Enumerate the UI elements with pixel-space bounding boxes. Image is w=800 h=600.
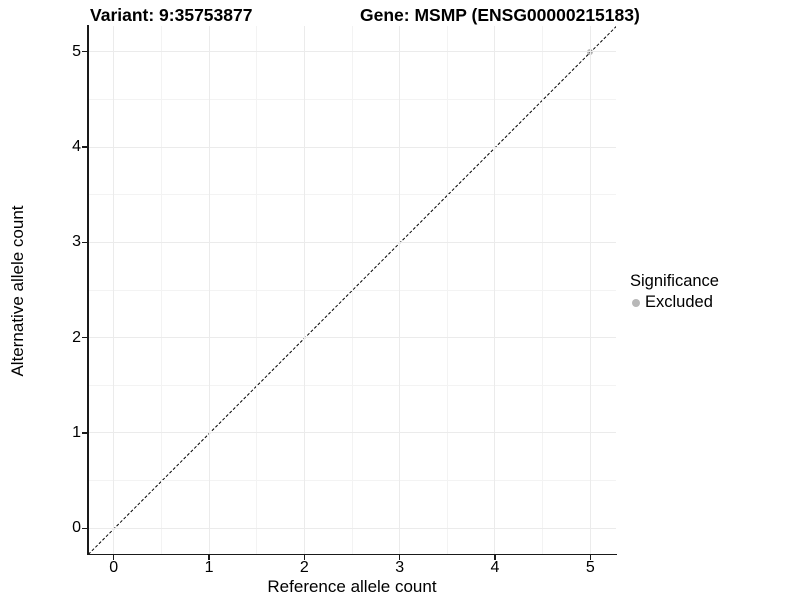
x-tick-mark: [589, 555, 592, 560]
y-tick-label: 2: [72, 328, 81, 346]
grid-major-h: [88, 241, 616, 243]
x-tick-mark: [303, 555, 306, 560]
x-tick-label: 1: [204, 559, 214, 576]
y-tick-label: 4: [72, 138, 81, 156]
x-tick-label: 4: [490, 559, 500, 576]
grid-major-v: [399, 26, 401, 554]
grid-major-h: [88, 51, 616, 53]
legend-item-label: Excluded: [645, 293, 713, 311]
grid-major-h: [88, 432, 616, 434]
legend: Significance Excluded: [630, 272, 719, 312]
y-axis-line: [87, 25, 89, 555]
plot-panel: [88, 26, 616, 554]
grid-minor-h: [88, 480, 616, 482]
x-tick-mark: [112, 555, 115, 560]
x-axis-title: Reference allele count: [267, 577, 437, 596]
x-tick-mark: [494, 555, 496, 560]
grid-minor-h: [88, 98, 616, 100]
y-tick-label: 1: [72, 423, 81, 441]
legend-item-excluded: Excluded: [630, 293, 719, 312]
x-tick-label: 3: [395, 559, 405, 576]
grid-minor-h: [88, 289, 616, 291]
legend-title: Significance: [630, 272, 719, 290]
y-tick-label: 3: [72, 233, 81, 251]
y-tick-label: 0: [72, 519, 81, 537]
y-tick-mark: [82, 432, 87, 434]
y-tick-mark: [82, 50, 87, 53]
x-tick-label: 5: [585, 559, 595, 576]
plot-title-gene: Gene: MSMP (ENSG00000215183): [360, 5, 640, 25]
plot-title-variant: Variant: 9:35753877: [90, 5, 253, 25]
grid-major-h: [88, 337, 616, 339]
y-tick-label: 5: [72, 42, 81, 60]
grid-major-v: [303, 26, 305, 554]
x-axis-line: [87, 553, 617, 555]
y-tick-mark: [82, 146, 87, 148]
grid-major-h: [88, 527, 616, 529]
y-axis-title: Alternative allele count: [8, 205, 27, 377]
grid-minor-h: [88, 194, 616, 196]
y-tick-mark: [82, 527, 87, 530]
y-tick-mark: [82, 241, 87, 244]
x-tick-mark: [398, 555, 401, 560]
x-tick-mark: [208, 555, 210, 560]
grid-minor-h: [88, 384, 616, 386]
grid-major-v: [589, 26, 591, 554]
grid-major-v: [208, 26, 210, 554]
y-tick-mark: [82, 336, 87, 339]
excluded-point-icon: [632, 298, 640, 307]
x-tick-label: 0: [109, 559, 119, 576]
grid-major-v: [494, 26, 496, 554]
grid-major-v: [113, 26, 115, 554]
x-tick-label: 2: [299, 559, 309, 576]
grid-major-h: [88, 146, 616, 148]
